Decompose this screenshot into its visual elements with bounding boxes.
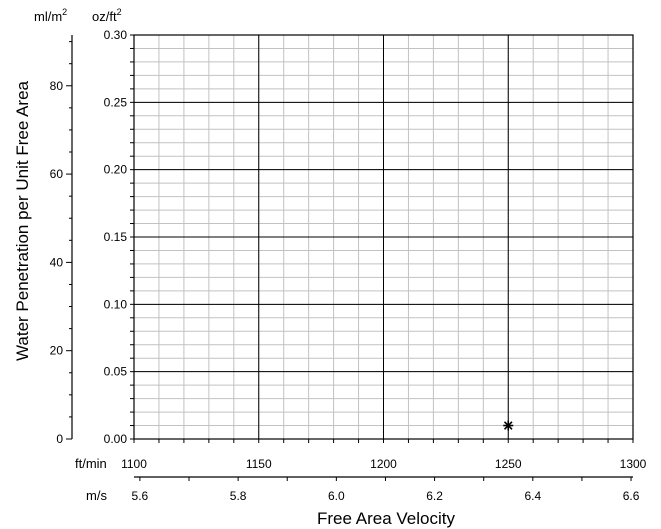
ftmin-tick-label: 1300 (620, 457, 647, 471)
oz-tick-label: 0.15 (104, 230, 128, 244)
data-point-stroke (503, 421, 513, 430)
ftmin-unit-label: ft/min (75, 456, 107, 471)
ms-tick-label: 6.6 (623, 489, 640, 503)
ml-tick-label: 40 (50, 255, 64, 269)
ftmin-tick-label: 1100 (121, 457, 147, 471)
tick-labels: 0 20 40 60 80 0.00 0.05 0.10 0.15 0.20 0.25 0.30 110… (50, 28, 647, 503)
data-points (503, 420, 514, 431)
ms-tick-label: 6.0 (328, 489, 345, 503)
axes (66, 34, 634, 481)
oz-tick-label: 0.00 (104, 432, 128, 446)
oz-tick-label: 0.05 (104, 365, 128, 379)
oz-tick-label: 0.25 (104, 95, 128, 109)
oz-tick-label: 0.30 (104, 28, 128, 42)
ml-tick-label: 0 (56, 432, 63, 446)
oz-tick-label: 0.20 (104, 163, 128, 177)
ml-tick-label: 80 (50, 79, 64, 93)
ftmin-tick-label: 1200 (370, 457, 397, 471)
oz-tick-label: 0.10 (104, 297, 128, 311)
ftmin-tick-label: 1150 (246, 457, 272, 471)
ms-tick-label: 5.8 (230, 489, 247, 503)
ftmin-tick-label: 1250 (495, 457, 522, 471)
ms-tick-label: 5.6 (132, 489, 149, 503)
x-axis-title: Free Area Velocity (317, 509, 455, 528)
ml-tick-label: 60 (50, 167, 64, 181)
ms-tick-label: 6.2 (426, 489, 443, 503)
y-axis-title: Water Penetration per Unit Free Area (13, 80, 32, 361)
ml-unit-label: ml/m2 (34, 7, 67, 24)
data-point (503, 420, 514, 431)
ml-tick-label: 20 (50, 344, 64, 358)
ms-tick-label: 6.4 (524, 489, 541, 503)
ms-unit-label: m/s (86, 488, 107, 503)
oz-unit-label: oz/ft2 (92, 7, 122, 24)
